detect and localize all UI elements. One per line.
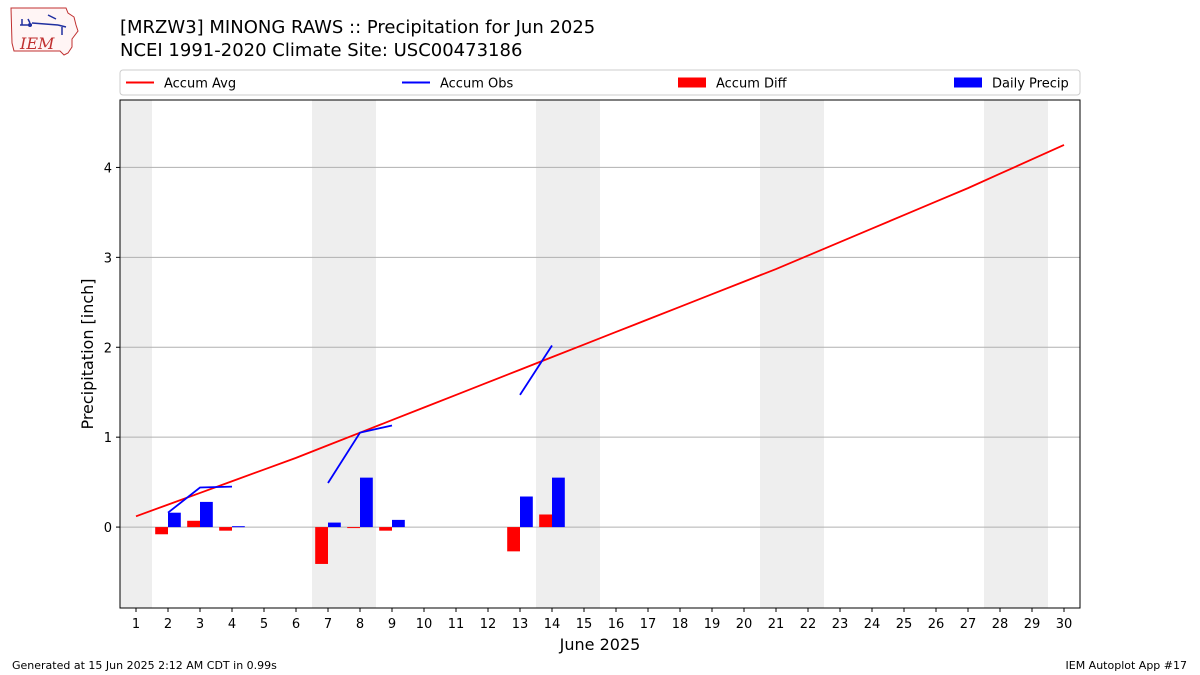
accum-diff-bar-9: [379, 527, 392, 531]
y-axis-label: Precipitation [inch]: [78, 278, 97, 429]
daily-precip-bar-4: [232, 526, 245, 528]
accum-obs-line-2: [327, 424, 393, 484]
y-tick-label-0: 0: [104, 521, 112, 536]
x-tick-label-14: 14: [544, 617, 561, 632]
x-tick-label-22: 22: [800, 617, 817, 632]
x-tick-label-30: 30: [1056, 617, 1073, 632]
accum-diff-bar-3: [187, 520, 200, 528]
legend-box: [119, 69, 1081, 96]
chart-subtitle: NCEI 1991-2020 Climate Site: USC00473186: [120, 40, 523, 61]
weekend-band-1: [120, 100, 152, 608]
x-tick-label-12: 12: [480, 617, 497, 632]
daily-precip-bar-8: [360, 477, 373, 528]
legend-label-1: Accum Avg: [164, 77, 236, 92]
x-tick-label-6: 6: [292, 617, 300, 632]
daily-precip-bar-14: [552, 477, 565, 528]
footer-app: IEM Autoplot App #17: [1065, 659, 1188, 672]
y-tick-label-3: 3: [104, 251, 112, 266]
x-tick-label-13: 13: [512, 617, 529, 632]
y-tick-label-2: 2: [104, 341, 112, 356]
x-tick-label-19: 19: [704, 617, 721, 632]
daily-precip-bar-7: [328, 522, 341, 528]
footer-generated: Generated at 15 Jun 2025 2:12 AM CDT in …: [12, 659, 277, 672]
accum-diff-bar-2: [155, 527, 168, 535]
weekend-band-15: [568, 100, 600, 608]
weekend-band-8: [344, 100, 376, 608]
x-tick-label-20: 20: [736, 617, 753, 632]
accum-obs-line-1: [167, 485, 233, 514]
x-tick-label-4: 4: [228, 617, 236, 632]
x-tick-label-15: 15: [576, 617, 593, 632]
daily-precip-bar-13: [520, 496, 533, 528]
x-tick-label-16: 16: [608, 617, 625, 632]
x-tick-label-7: 7: [324, 617, 332, 632]
weekend-band-28: [984, 100, 1016, 608]
daily-precip-bar-2: [168, 512, 181, 528]
accum-diff-bar-8: [347, 527, 360, 529]
legend-swatch-4: [954, 77, 982, 88]
legend-swatch-3: [678, 77, 706, 88]
x-axis-label: June 2025: [559, 635, 641, 654]
weekend-band-21: [760, 100, 792, 608]
chart-title: [MRZW3] MINONG RAWS :: Precipitation for…: [120, 17, 596, 38]
weekend-band-22: [792, 100, 824, 608]
y-tick-label-1: 1: [104, 431, 112, 446]
x-tick-label-21: 21: [768, 617, 785, 632]
legend-label-3: Accum Diff: [716, 77, 788, 92]
x-tick-label-18: 18: [672, 617, 689, 632]
x-tick-label-8: 8: [356, 617, 364, 632]
accum-diff-bar-7: [315, 527, 328, 564]
x-tick-label-26: 26: [928, 617, 945, 632]
x-tick-label-5: 5: [260, 617, 268, 632]
y-tick-label-4: 4: [104, 161, 112, 176]
x-tick-label-11: 11: [448, 617, 465, 632]
daily-precip-bar-9: [392, 519, 405, 528]
x-tick-label-28: 28: [992, 617, 1009, 632]
x-tick-label-10: 10: [416, 617, 433, 632]
weekend-band-29: [1016, 100, 1048, 608]
x-tick-label-3: 3: [196, 617, 204, 632]
x-tick-label-29: 29: [1024, 617, 1041, 632]
x-tick-label-27: 27: [960, 617, 977, 632]
x-tick-label-2: 2: [164, 617, 172, 632]
plot-frame: [119, 99, 1081, 609]
x-tick-label-23: 23: [832, 617, 849, 632]
x-tick-label-24: 24: [864, 617, 881, 632]
accum-diff-bar-13: [507, 527, 520, 552]
accum-diff-bar-4: [219, 527, 232, 531]
x-tick-label-1: 1: [132, 617, 140, 632]
legend-label-4: Daily Precip: [992, 77, 1069, 92]
daily-precip-bar-3: [200, 501, 213, 528]
accum-obs-line-3: [519, 344, 553, 396]
logo-text: IEM: [19, 34, 55, 53]
accum-diff-bar-14: [539, 514, 552, 528]
x-tick-label-9: 9: [388, 617, 396, 632]
iem-logo: IEM: [8, 5, 82, 61]
legend-label-2: Accum Obs: [440, 77, 513, 92]
x-tick-label-25: 25: [896, 617, 913, 632]
x-tick-label-17: 17: [640, 617, 657, 632]
accum-avg-line: [135, 144, 1065, 518]
weekend-band-14: [536, 100, 568, 608]
